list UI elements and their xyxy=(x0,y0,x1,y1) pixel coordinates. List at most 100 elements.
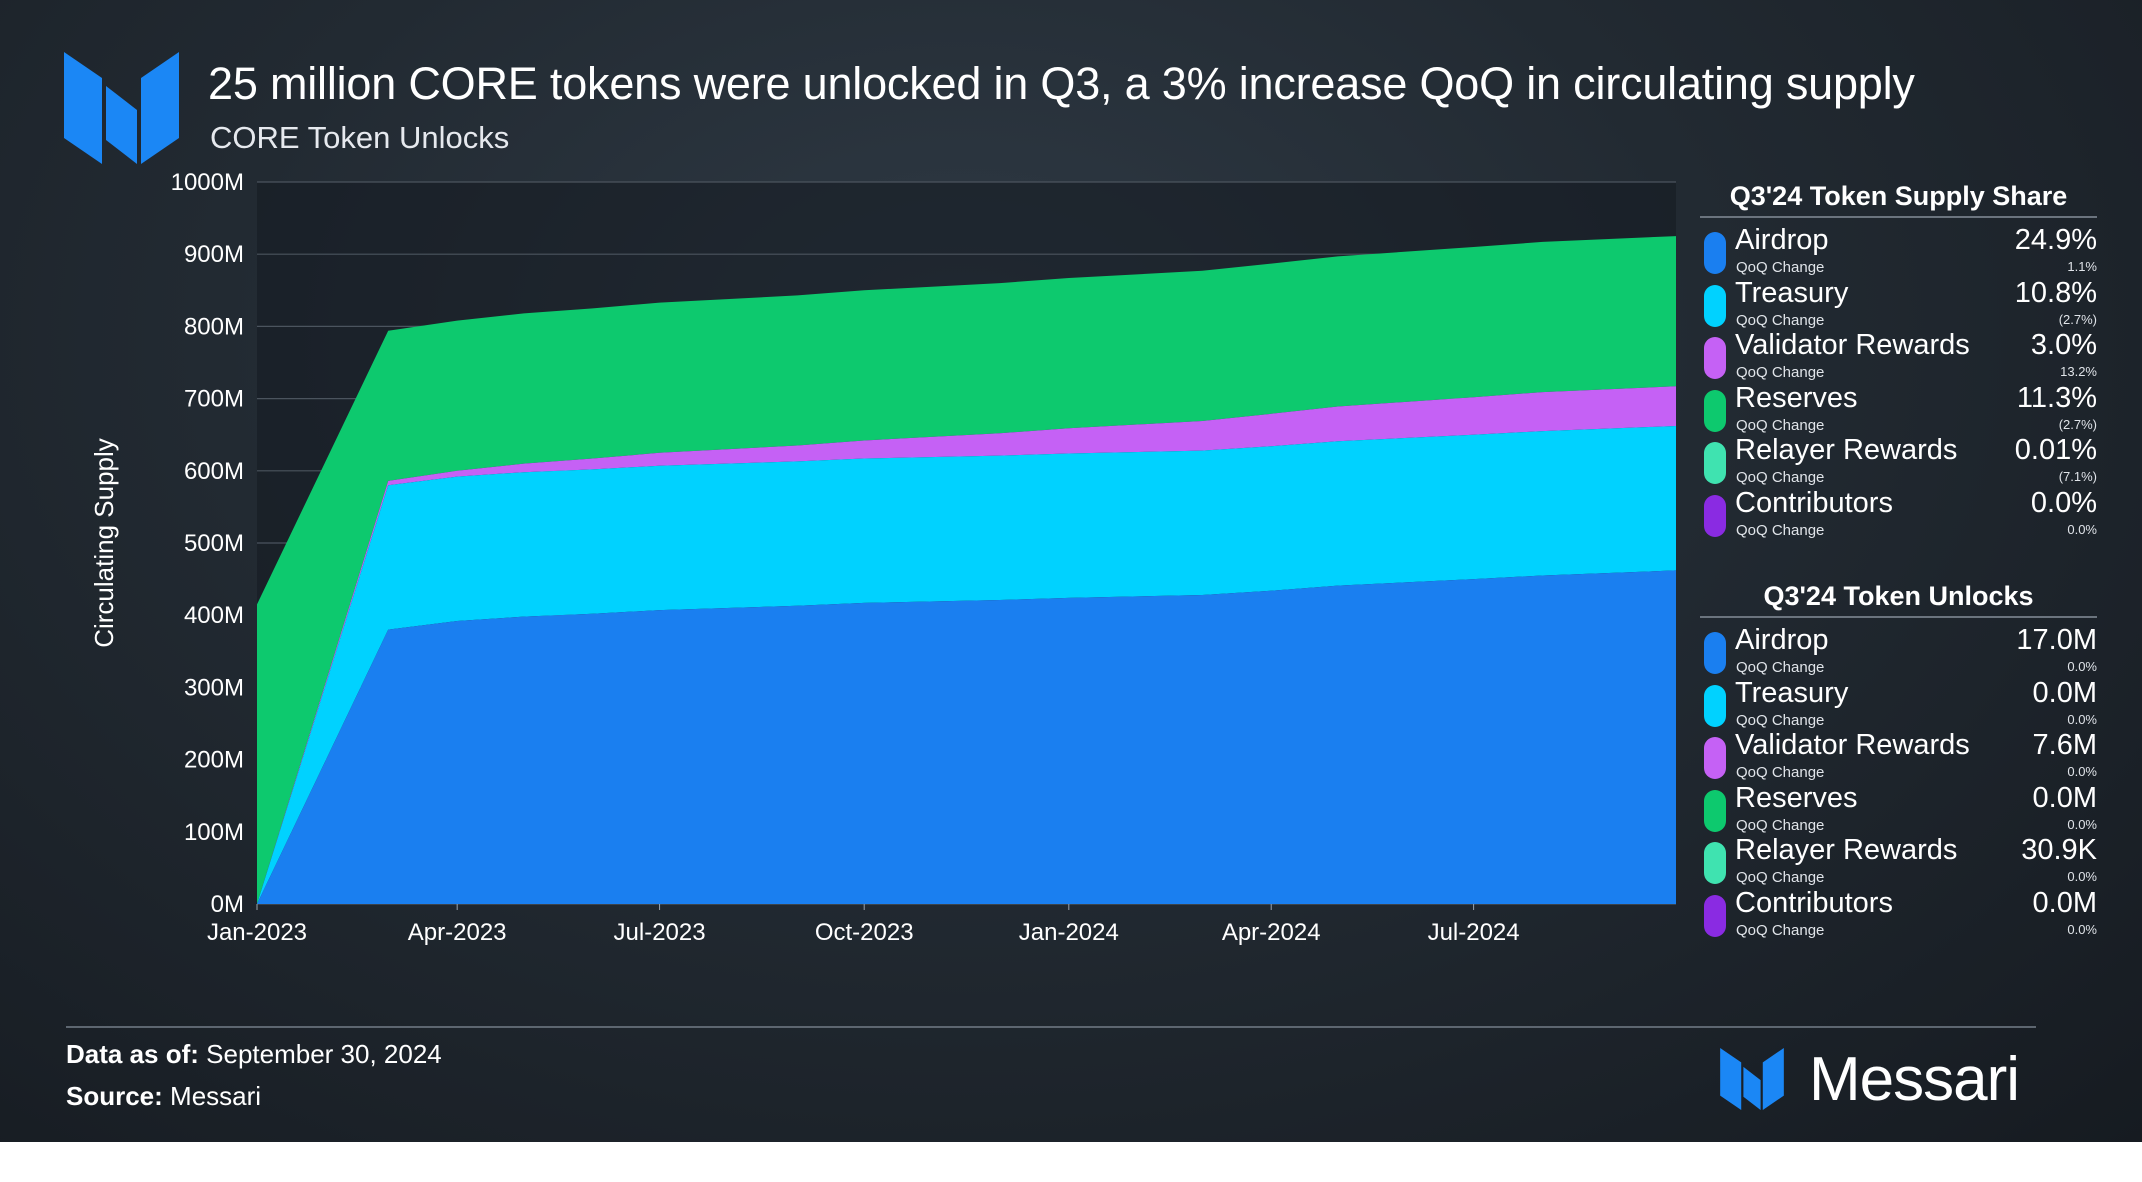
supply-share-legend-title: Q3'24 Token Supply Share xyxy=(1700,181,2097,218)
legend-name: Reserves xyxy=(1735,781,1858,814)
x-tick-label: Jan-2024 xyxy=(1019,919,1119,946)
legend-swatch xyxy=(1704,494,1726,537)
legend-value: 0.0M xyxy=(2032,676,2097,709)
legend-row: Relayer Rewards QoQ Change 30.9K 0.0% xyxy=(1700,834,2097,887)
messari-wordmark: Messari xyxy=(1809,1045,2020,1114)
legend-row: Validator Rewards QoQ Change 7.6M 0.0% xyxy=(1700,729,2097,782)
legend-swatch xyxy=(1704,337,1726,379)
token-unlocks-legend-title: Q3'24 Token Unlocks xyxy=(1700,581,2097,618)
x-tick-label: Jul-2023 xyxy=(614,919,706,946)
legend-name: Contributors xyxy=(1735,886,1893,919)
legend-value: 24.9% xyxy=(2014,224,2097,256)
legend-swatch xyxy=(1704,684,1726,727)
legend-change: 0.0% xyxy=(2067,764,2097,779)
supply-share-legend: Q3'24 Token Supply Share Airdrop QoQ Chan… xyxy=(1700,181,2097,539)
y-tick-label: 600M xyxy=(184,458,244,485)
token-unlocks-legend: Q3'24 Token Unlocks Airdrop QoQ Change 17.… xyxy=(1700,581,2097,939)
legend-name: Contributors xyxy=(1735,486,1893,519)
legend-name: Validator Rewards xyxy=(1735,729,1970,761)
y-tick-label: 300M xyxy=(184,674,244,701)
y-tick-label: 900M xyxy=(184,241,244,268)
infographic: 25 million CORE tokens were unlocked in … xyxy=(0,0,2142,1142)
legend-swatch xyxy=(1704,894,1726,937)
legend-value: 0.0M xyxy=(2032,886,2097,919)
legend-row: Airdrop QoQ Change 24.9% 1.1% xyxy=(1700,224,2097,277)
legend-swatch xyxy=(1704,442,1726,484)
legend-subtitle: QoQ Change xyxy=(1736,764,1825,781)
legend-subtitle: QoQ Change xyxy=(1736,364,1825,381)
legend-change: (2.7%) xyxy=(2058,416,2097,432)
legend-change: 13.2% xyxy=(2060,364,2097,379)
legend-name: Relayer Rewards xyxy=(1735,434,1958,466)
legend-subtitle: QoQ Change xyxy=(1736,259,1825,276)
area-treasury xyxy=(257,426,1676,904)
legend-value: 17.0M xyxy=(2016,624,2097,656)
legend-subtitle: QoQ Change xyxy=(1736,816,1825,834)
legend-value: 0.0M xyxy=(2032,781,2097,814)
legend-value: 30.9K xyxy=(2021,834,2097,866)
legend-value: 0.01% xyxy=(2014,434,2097,466)
y-tick-label: 1000M xyxy=(171,169,244,196)
chart-subtitle: CORE Token Unlocks xyxy=(210,120,510,155)
y-tick-label: 400M xyxy=(184,602,244,629)
legend-subtitle: QoQ Change xyxy=(1736,921,1825,939)
legend-swatch xyxy=(1704,389,1726,432)
legend-name: Treasury xyxy=(1735,276,1849,309)
legend-value: 7.6M xyxy=(2032,729,2097,761)
y-axis-title: Circulating Supply xyxy=(89,438,119,648)
legend-subtitle: QoQ Change xyxy=(1736,469,1825,486)
legend-name: Airdrop xyxy=(1735,224,1829,256)
y-tick-label: 100M xyxy=(184,819,244,846)
source-label: Source: xyxy=(66,1081,163,1111)
legend-swatch xyxy=(1704,284,1726,327)
legend-swatch xyxy=(1704,789,1726,832)
data-as-of-label: Data as of: xyxy=(66,1039,199,1069)
data-as-of: Data as of: September 30, 2024 xyxy=(66,1039,442,1070)
chart-title: 25 million CORE tokens were unlocked in … xyxy=(208,58,1915,109)
legend-swatch xyxy=(1704,232,1726,274)
legend-change: 1.1% xyxy=(2067,259,2097,274)
legend-row: Contributors QoQ Change 0.0% 0.0% xyxy=(1700,487,2097,540)
legend-row: Airdrop QoQ Change 17.0M 0.0% xyxy=(1700,624,2097,677)
x-tick-label: Apr-2024 xyxy=(1222,919,1321,946)
area-airdrop xyxy=(257,570,1676,904)
x-tick-label: Oct-2023 xyxy=(815,919,914,946)
legend-row: Contributors QoQ Change 0.0M 0.0% xyxy=(1700,887,2097,940)
y-tick-label: 700M xyxy=(184,386,244,413)
source-value: Messari xyxy=(170,1081,262,1111)
legend-change: (2.7%) xyxy=(2058,311,2097,327)
legend-swatch xyxy=(1704,737,1726,779)
legend-change: 0.0% xyxy=(2067,816,2097,832)
source: Source: Messari xyxy=(66,1081,261,1112)
legend-value: 0.0% xyxy=(2030,486,2097,519)
legend-change: 0.0% xyxy=(2067,659,2097,674)
legend-subtitle: QoQ Change xyxy=(1736,311,1825,329)
x-tick-label: Jul-2024 xyxy=(1428,919,1520,946)
legend-subtitle: QoQ Change xyxy=(1736,869,1825,886)
legend-subtitle: QoQ Change xyxy=(1736,521,1825,539)
legend-value: 10.8% xyxy=(2014,276,2097,309)
y-tick-label: 0M xyxy=(211,891,244,918)
legend-change: 0.0% xyxy=(2067,869,2097,884)
legend-change: 0.0% xyxy=(2067,711,2097,727)
legend-row: Treasury QoQ Change 0.0M 0.0% xyxy=(1700,677,2097,730)
legend-change: 0.0% xyxy=(2067,521,2097,537)
legend-subtitle: QoQ Change xyxy=(1736,416,1825,434)
legend-row: Validator Rewards QoQ Change 3.0% 13.2% xyxy=(1700,329,2097,382)
legend-row: Reserves QoQ Change 11.3% (2.7%) xyxy=(1700,382,2097,435)
bottom-strip xyxy=(0,1142,2142,1182)
y-tick-label: 800M xyxy=(184,313,244,340)
area-reserves xyxy=(257,236,1676,905)
legend-name: Reserves xyxy=(1735,381,1858,414)
legend-subtitle: QoQ Change xyxy=(1736,659,1825,676)
legend-row: Relayer Rewards QoQ Change 0.01% (7.1%) xyxy=(1700,434,2097,487)
legend-name: Airdrop xyxy=(1735,624,1829,656)
legend-change: 0.0% xyxy=(2067,921,2097,937)
legend-row: Treasury QoQ Change 10.8% (2.7%) xyxy=(1700,277,2097,330)
legend-name: Treasury xyxy=(1735,676,1849,709)
legend-swatch xyxy=(1704,842,1726,884)
legend-change: (7.1%) xyxy=(2058,469,2097,484)
legend-swatch xyxy=(1704,632,1726,674)
messari-logo-icon xyxy=(64,52,179,164)
y-tick-label: 500M xyxy=(184,530,244,557)
